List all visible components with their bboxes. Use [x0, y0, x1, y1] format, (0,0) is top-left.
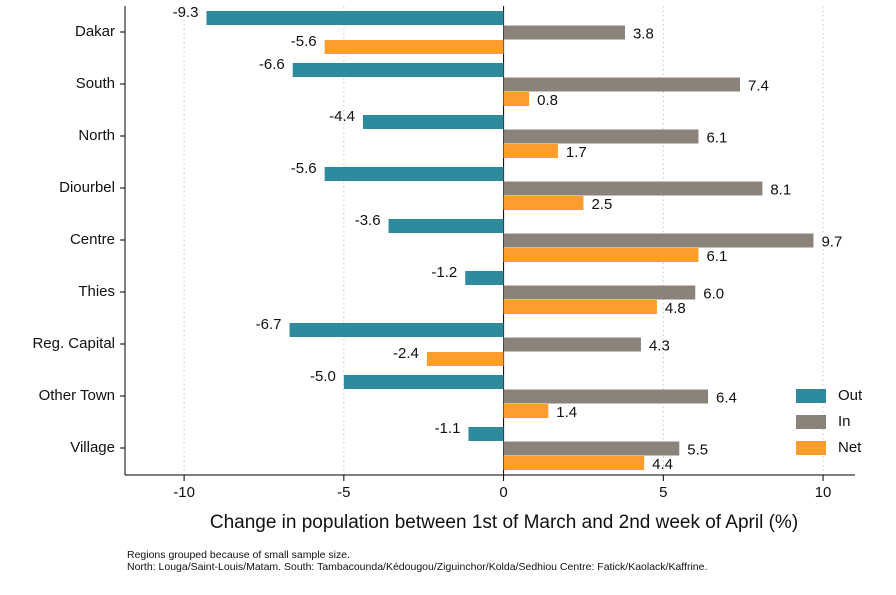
bar: [388, 219, 504, 233]
value-label: 4.4: [652, 456, 673, 473]
bar: [465, 271, 504, 285]
value-label: 1.4: [556, 404, 577, 421]
y-tick-label: Reg. Capital: [32, 335, 115, 352]
legend-swatch: [796, 415, 826, 429]
value-label: -5.6: [291, 33, 317, 50]
footnote: Regions grouped because of small sample …: [127, 549, 350, 561]
bar: [363, 115, 504, 129]
bar: [292, 63, 504, 77]
value-label: -6.6: [259, 56, 285, 73]
bar: [206, 11, 504, 25]
x-tick-label: 5: [659, 484, 667, 501]
bar: [503, 129, 699, 144]
value-label: 9.7: [821, 233, 842, 250]
bar: [503, 441, 680, 456]
bar: [468, 427, 504, 441]
value-label: 1.7: [566, 144, 587, 161]
value-label: 6.1: [706, 129, 727, 146]
value-label: 7.4: [748, 77, 769, 94]
value-label: 4.8: [665, 300, 686, 317]
value-label: -2.4: [393, 345, 419, 362]
y-tick-label: Centre: [70, 231, 115, 248]
value-label: -1.1: [435, 420, 461, 437]
bar: [426, 352, 504, 366]
y-tick-label: Dakar: [75, 23, 115, 40]
x-tick-label: -10: [173, 484, 195, 501]
bar: [503, 181, 763, 196]
bar: [503, 248, 699, 262]
bar: [289, 323, 504, 337]
value-label: -1.2: [431, 264, 457, 281]
bar: [503, 25, 625, 40]
value-label: 5.5: [687, 441, 708, 458]
bar: [324, 167, 504, 181]
bar: [503, 300, 657, 314]
bar: [503, 196, 584, 210]
value-label: 6.0: [703, 285, 724, 302]
bar: [503, 404, 549, 418]
value-label: 2.5: [591, 196, 612, 213]
y-tick-label: South: [76, 75, 115, 92]
legend-label: Net: [838, 439, 862, 456]
bar: [503, 456, 645, 470]
value-label: -5.6: [291, 160, 317, 177]
bar: [503, 92, 530, 106]
value-label: 3.8: [633, 25, 654, 42]
value-label: 8.1: [770, 181, 791, 198]
value-label: -4.4: [329, 108, 355, 125]
bar: [503, 285, 696, 300]
x-axis-label: Change in population between 1st of Marc…: [210, 512, 798, 533]
bar: [503, 389, 709, 404]
value-label: 0.8: [537, 92, 558, 109]
bar: [503, 233, 814, 248]
bar: [503, 77, 740, 92]
x-tick-label: 0: [499, 484, 507, 501]
bar: [503, 337, 641, 352]
bar: [324, 40, 504, 54]
value-label: -3.6: [355, 212, 381, 229]
legend-swatch: [796, 389, 826, 403]
footnote: North: Louga/Saint-Louis/Matam. South: T…: [127, 561, 707, 573]
y-tick-label: Other Town: [39, 387, 115, 404]
legend-label: In: [838, 413, 851, 430]
y-tick-label: Village: [70, 439, 115, 456]
value-label: 6.1: [706, 248, 727, 265]
x-tick-label: -5: [337, 484, 350, 501]
bar: [503, 144, 558, 158]
y-tick-label: Thies: [78, 283, 115, 300]
value-label: 6.4: [716, 389, 737, 406]
value-label: 4.3: [649, 337, 670, 354]
value-label: -6.7: [256, 316, 282, 333]
bar: [343, 375, 504, 389]
y-tick-label: Diourbel: [59, 179, 115, 196]
y-tick-label: North: [78, 127, 115, 144]
value-label: -9.3: [173, 4, 199, 21]
legend-swatch: [796, 441, 826, 455]
value-label: -5.0: [310, 368, 336, 385]
x-tick-label: 10: [815, 484, 832, 501]
legend-label: Out: [838, 387, 863, 404]
